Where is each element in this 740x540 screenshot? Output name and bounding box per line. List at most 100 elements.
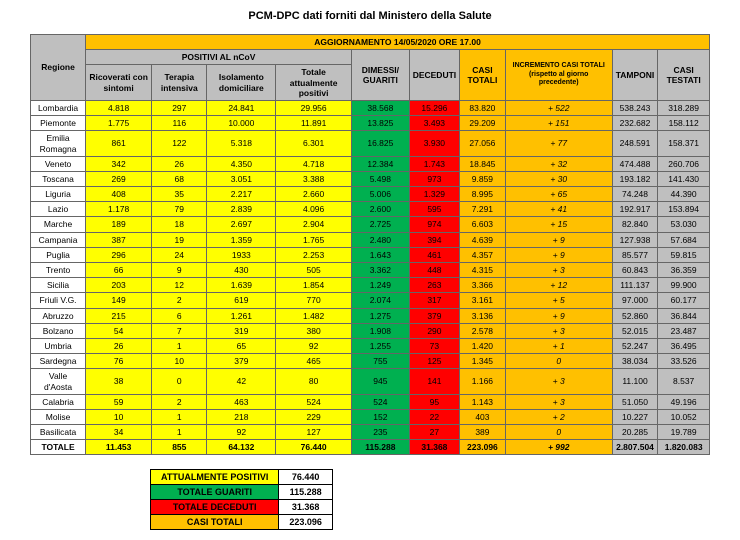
cell-ricoverati: 59 bbox=[86, 394, 152, 409]
cell-tamponi: 74.248 bbox=[612, 187, 658, 202]
cell-region: Abruzzo bbox=[31, 308, 86, 323]
cell-incremento: + 5 bbox=[505, 293, 612, 308]
cell-ricoverati: 342 bbox=[86, 156, 152, 171]
cell-deceduti: 448 bbox=[409, 263, 459, 278]
cell-terapia: 68 bbox=[152, 171, 207, 186]
cell-incremento: + 15 bbox=[505, 217, 612, 232]
legend-table: ATTUALMENTE POSITIVI76.440 TOTALE GUARIT… bbox=[150, 469, 333, 530]
covid-data-table: Regione AGGIORNAMENTO 14/05/2020 ORE 17.… bbox=[30, 34, 710, 455]
cell-region: Campania bbox=[31, 232, 86, 247]
legend-casi-label: CASI TOTALI bbox=[151, 515, 279, 530]
table-row: Lombardia 4.818 297 24.841 29.956 38.568… bbox=[31, 100, 710, 115]
cell-isolamento: 1.261 bbox=[207, 308, 276, 323]
cell-region: Friuli V.G. bbox=[31, 293, 86, 308]
cell-region: Trento bbox=[31, 263, 86, 278]
cell-deceduti: 973 bbox=[409, 171, 459, 186]
cell-tamponi: 2.807.504 bbox=[612, 440, 658, 455]
cell-incremento: + 12 bbox=[505, 278, 612, 293]
cell-terapia: 0 bbox=[152, 369, 207, 394]
cell-terapia: 6 bbox=[152, 308, 207, 323]
cell-testati: 158.112 bbox=[658, 116, 710, 131]
cell-ricoverati: 54 bbox=[86, 323, 152, 338]
cell-terapia: 2 bbox=[152, 394, 207, 409]
table-row: Trento 66 9 430 505 3.362 448 4.315 + 3 … bbox=[31, 263, 710, 278]
cell-ricoverati: 296 bbox=[86, 247, 152, 262]
cell-casi: 3.136 bbox=[460, 308, 506, 323]
cell-isolamento: 3.051 bbox=[207, 171, 276, 186]
cell-testati: 57.684 bbox=[658, 232, 710, 247]
cell-deceduti: 379 bbox=[409, 308, 459, 323]
table-row: Puglia 296 24 1933 2.253 1.643 461 4.357… bbox=[31, 247, 710, 262]
cell-casi: 27.056 bbox=[460, 131, 506, 156]
cell-incremento: + 1 bbox=[505, 338, 612, 353]
cell-ricoverati: 203 bbox=[86, 278, 152, 293]
cell-incremento: + 992 bbox=[505, 440, 612, 455]
cell-testati: 141.430 bbox=[658, 171, 710, 186]
cell-ricoverati: 1.775 bbox=[86, 116, 152, 131]
cell-tamponi: 85.577 bbox=[612, 247, 658, 262]
cell-tot-pos: 92 bbox=[276, 338, 352, 353]
cell-ricoverati: 269 bbox=[86, 171, 152, 186]
cell-deceduti: 974 bbox=[409, 217, 459, 232]
cell-dimessi: 1.249 bbox=[352, 278, 410, 293]
cell-tamponi: 97.000 bbox=[612, 293, 658, 308]
cell-region: Veneto bbox=[31, 156, 86, 171]
cell-tot-pos: 80 bbox=[276, 369, 352, 394]
legend-positivi-val: 76.440 bbox=[279, 470, 333, 485]
cell-incremento: + 522 bbox=[505, 100, 612, 115]
cell-ricoverati: 66 bbox=[86, 263, 152, 278]
cell-dimessi: 755 bbox=[352, 354, 410, 369]
cell-region: Molise bbox=[31, 409, 86, 424]
cell-region: Lazio bbox=[31, 202, 86, 217]
cell-tot-pos: 1.854 bbox=[276, 278, 352, 293]
cell-dimessi: 945 bbox=[352, 369, 410, 394]
col-ricoverati: Ricoverati con sintomi bbox=[86, 65, 152, 101]
cell-ricoverati: 387 bbox=[86, 232, 152, 247]
cell-tot-pos: 4.718 bbox=[276, 156, 352, 171]
cell-testati: 36.495 bbox=[658, 338, 710, 353]
cell-incremento: + 30 bbox=[505, 171, 612, 186]
cell-terapia: 122 bbox=[152, 131, 207, 156]
cell-ricoverati: 408 bbox=[86, 187, 152, 202]
cell-terapia: 1 bbox=[152, 338, 207, 353]
cell-casi: 4.639 bbox=[460, 232, 506, 247]
cell-testati: 60.177 bbox=[658, 293, 710, 308]
cell-testati: 49.196 bbox=[658, 394, 710, 409]
cell-incremento: + 2 bbox=[505, 409, 612, 424]
cell-terapia: 1 bbox=[152, 425, 207, 440]
table-row: Lazio 1.178 79 2.839 4.096 2.600 595 7.2… bbox=[31, 202, 710, 217]
cell-dimessi: 5.498 bbox=[352, 171, 410, 186]
cell-casi: 223.096 bbox=[460, 440, 506, 455]
cell-ricoverati: 26 bbox=[86, 338, 152, 353]
cell-tamponi: 232.682 bbox=[612, 116, 658, 131]
cell-terapia: 297 bbox=[152, 100, 207, 115]
cell-terapia: 12 bbox=[152, 278, 207, 293]
cell-tot-pos: 127 bbox=[276, 425, 352, 440]
cell-testati: 260.706 bbox=[658, 156, 710, 171]
table-row: Sardegna 76 10 379 465 755 125 1.345 0 3… bbox=[31, 354, 710, 369]
cell-casi: 8.995 bbox=[460, 187, 506, 202]
table-row: Marche 189 18 2.697 2.904 2.725 974 6.60… bbox=[31, 217, 710, 232]
cell-terapia: 79 bbox=[152, 202, 207, 217]
cell-dimessi: 235 bbox=[352, 425, 410, 440]
cell-tamponi: 192.917 bbox=[612, 202, 658, 217]
cell-isolamento: 218 bbox=[207, 409, 276, 424]
cell-isolamento: 42 bbox=[207, 369, 276, 394]
cell-deceduti: 263 bbox=[409, 278, 459, 293]
cell-testati: 53.030 bbox=[658, 217, 710, 232]
cell-tot-pos: 4.096 bbox=[276, 202, 352, 217]
cell-region: Piemonte bbox=[31, 116, 86, 131]
cell-testati: 153.894 bbox=[658, 202, 710, 217]
cell-tamponi: 538.243 bbox=[612, 100, 658, 115]
cell-terapia: 9 bbox=[152, 263, 207, 278]
cell-region: Umbria bbox=[31, 338, 86, 353]
table-row: Piemonte 1.775 116 10.000 11.891 13.825 … bbox=[31, 116, 710, 131]
cell-dimessi: 12.384 bbox=[352, 156, 410, 171]
cell-isolamento: 92 bbox=[207, 425, 276, 440]
cell-terapia: 18 bbox=[152, 217, 207, 232]
legend-deceduti-label: TOTALE DECEDUTI bbox=[151, 500, 279, 515]
cell-region: Puglia bbox=[31, 247, 86, 262]
cell-terapia: 19 bbox=[152, 232, 207, 247]
cell-region: Emilia Romagna bbox=[31, 131, 86, 156]
col-incremento: INCREMENTO CASI TOTALI (rispetto al gior… bbox=[505, 50, 612, 101]
